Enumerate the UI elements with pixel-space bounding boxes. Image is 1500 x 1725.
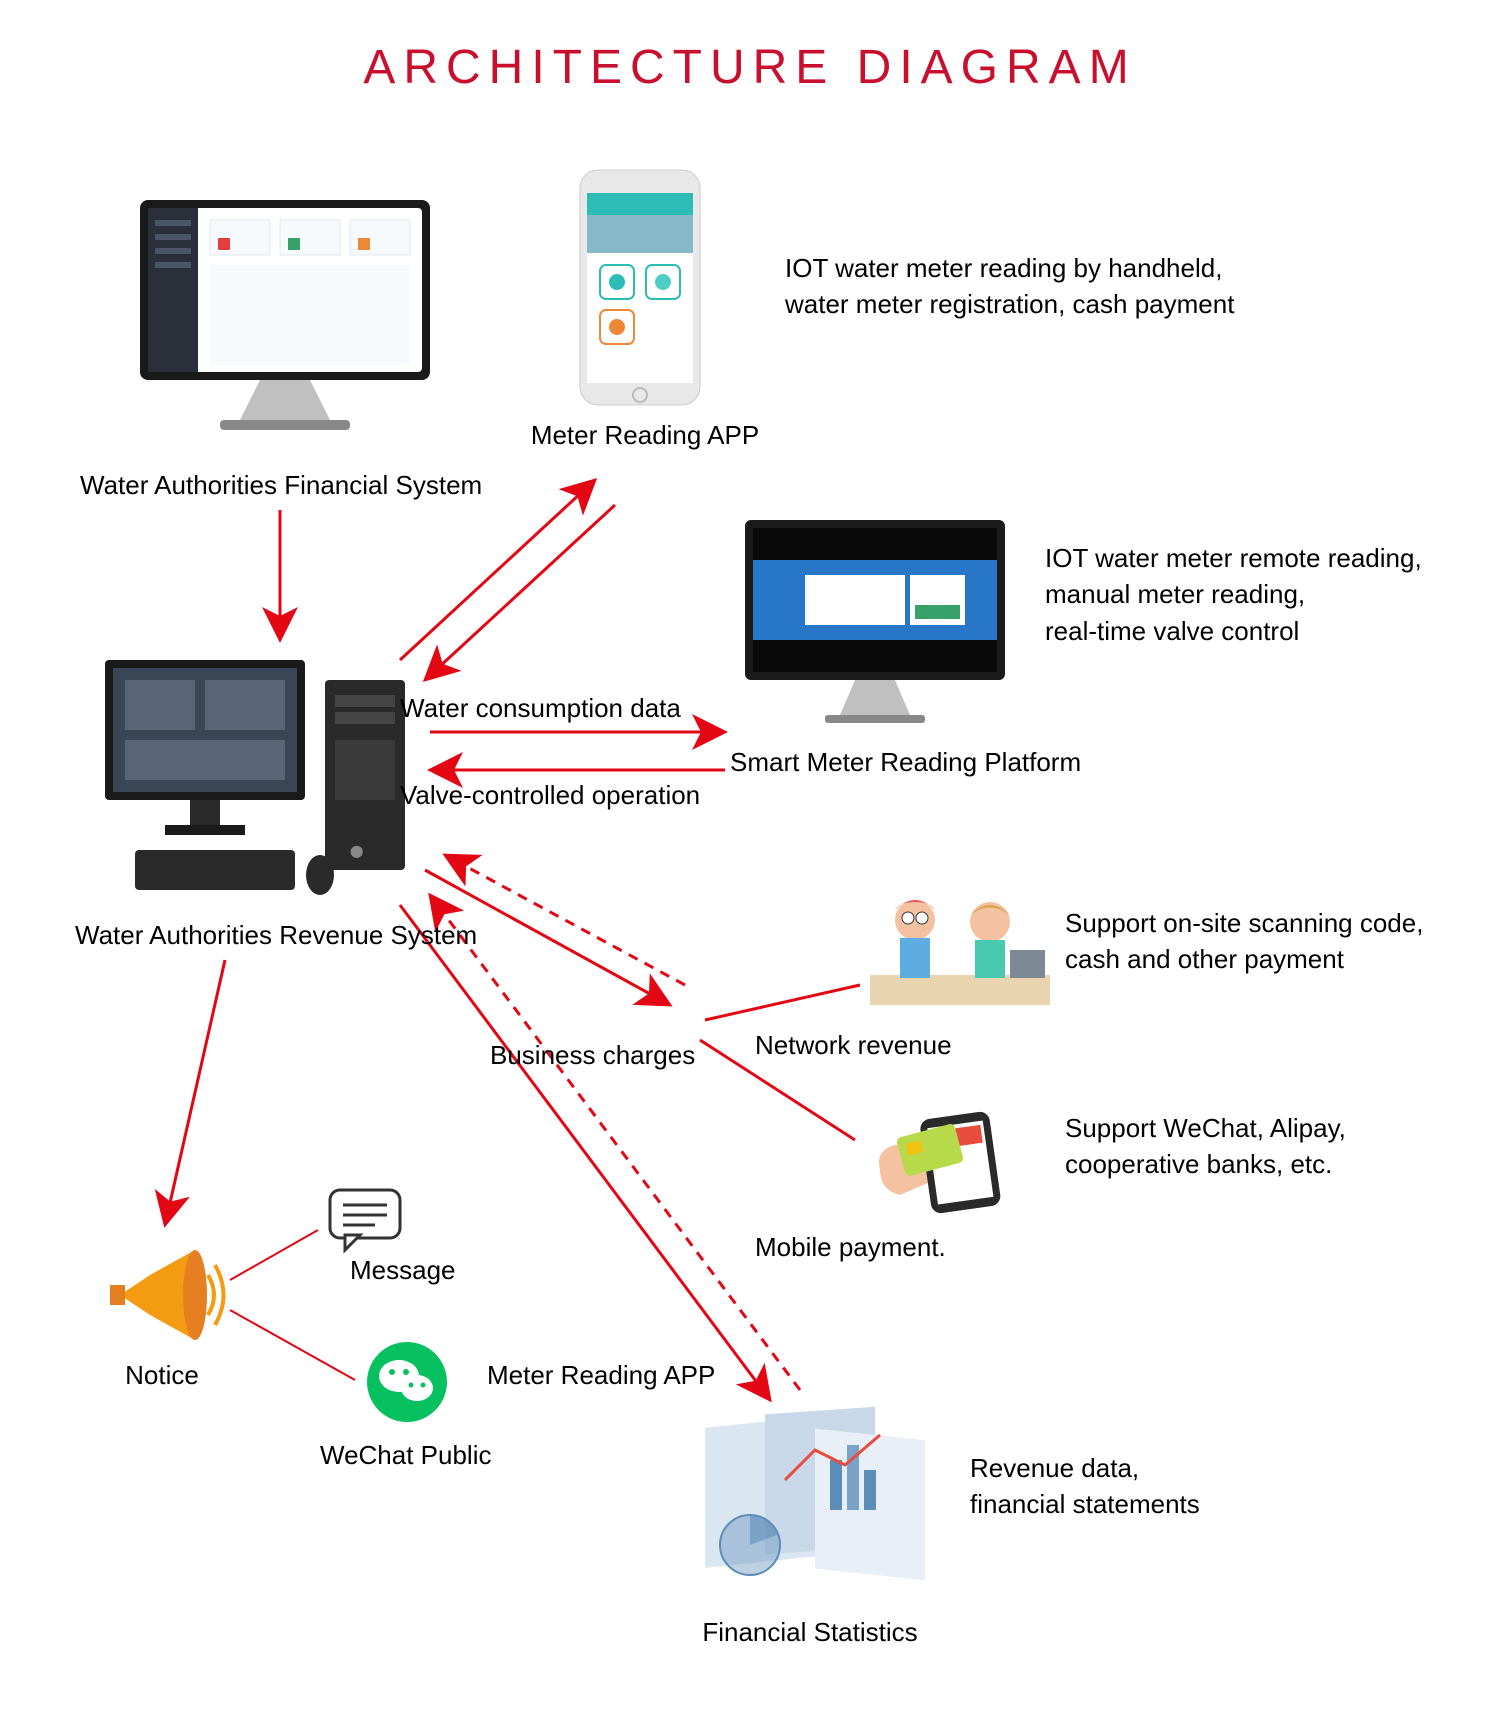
smart-platform-icon — [735, 510, 1015, 735]
diagram-title: ARCHITECTURE DIAGRAM — [0, 40, 1500, 95]
notice-icon — [100, 1235, 230, 1355]
network-revenue-icon — [870, 890, 1050, 1010]
mobile-payment-icon — [870, 1100, 1040, 1220]
mobile-payment-desc: Support WeChat, Alipay,cooperative banks… — [1065, 1110, 1465, 1183]
meter-app-label: Meter Reading APP — [520, 420, 770, 451]
financial-stats-desc: Revenue data,financial statements — [970, 1450, 1290, 1523]
water-consumption-label: Water consumption data — [400, 693, 720, 724]
meter-app-desc: IOT water meter reading by handheld,wate… — [785, 250, 1305, 323]
smart-platform-desc: IOT water meter remote reading,manual me… — [1045, 540, 1465, 649]
valve-controlled-label: Valve-controlled operation — [400, 780, 750, 811]
financial-system-label: Water Authorities Financial System — [80, 470, 500, 501]
meter-app-icon — [575, 165, 705, 410]
meter-app2-label: Meter Reading APP — [487, 1360, 737, 1391]
svg-text:⬤: ⬤ — [350, 844, 363, 858]
notice-label: Notice — [112, 1360, 212, 1391]
message-label: Message — [350, 1255, 480, 1286]
wechat-icon — [365, 1340, 450, 1425]
wechat-label: WeChat Public — [320, 1440, 520, 1471]
revenue-system-icon: ⬤ — [95, 640, 415, 900]
network-revenue-desc: Support on-site scanning code,cash and o… — [1065, 905, 1485, 978]
business-charges-label: Business charges — [490, 1040, 710, 1071]
financial-stats-icon — [685, 1400, 945, 1600]
network-revenue-label: Network revenue — [755, 1030, 985, 1061]
financial-system-icon — [130, 190, 440, 450]
revenue-system-label: Water Authorities Revenue System — [75, 920, 505, 951]
mobile-payment-label: Mobile payment. — [755, 1232, 985, 1263]
financial-stats-label: Financial Statistics — [680, 1617, 940, 1648]
smart-platform-label: Smart Meter Reading Platform — [730, 747, 1110, 778]
message-icon — [325, 1185, 405, 1255]
